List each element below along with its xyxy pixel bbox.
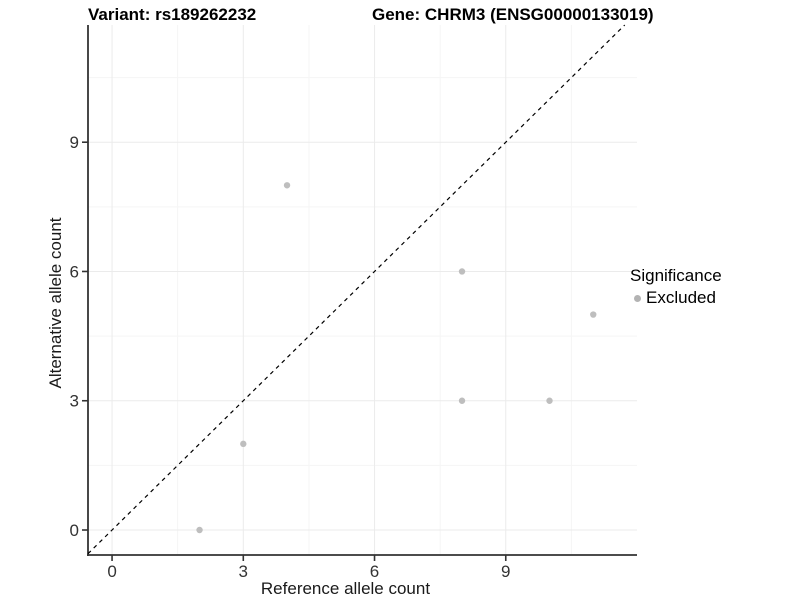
- y-axis-title: Alternative allele count: [46, 217, 65, 389]
- data-point: [458, 268, 466, 275]
- y-tick-label: 6: [70, 262, 79, 281]
- data-point: [458, 397, 466, 404]
- data-point: [196, 526, 203, 534]
- variant-title: Variant: rs189262232: [88, 5, 257, 24]
- x-tick-label: 0: [107, 562, 116, 581]
- legend-point-icon: [634, 294, 641, 302]
- legend: Significance Excluded: [628, 266, 722, 308]
- data-point: [240, 440, 247, 448]
- data-point: [590, 311, 597, 318]
- y-tick-label: 0: [70, 521, 79, 540]
- x-tick-label: 6: [370, 562, 379, 581]
- gene-title: Gene: CHRM3 (ENSG00000133019): [372, 5, 654, 24]
- legend-title: Significance: [630, 266, 722, 285]
- y-tick-label: 9: [70, 133, 79, 152]
- x-axis-title: Reference allele count: [260, 579, 431, 598]
- identity-dashed-line: [87, 24, 626, 555]
- x-tick-label: 9: [501, 562, 510, 581]
- data-point: [283, 182, 291, 189]
- data-point: [546, 397, 553, 404]
- legend-entry-label: Excluded: [646, 288, 716, 307]
- legend-entry: Excluded: [634, 288, 722, 308]
- x-tick-label: 3: [239, 562, 248, 581]
- y-tick-label: 3: [70, 392, 79, 411]
